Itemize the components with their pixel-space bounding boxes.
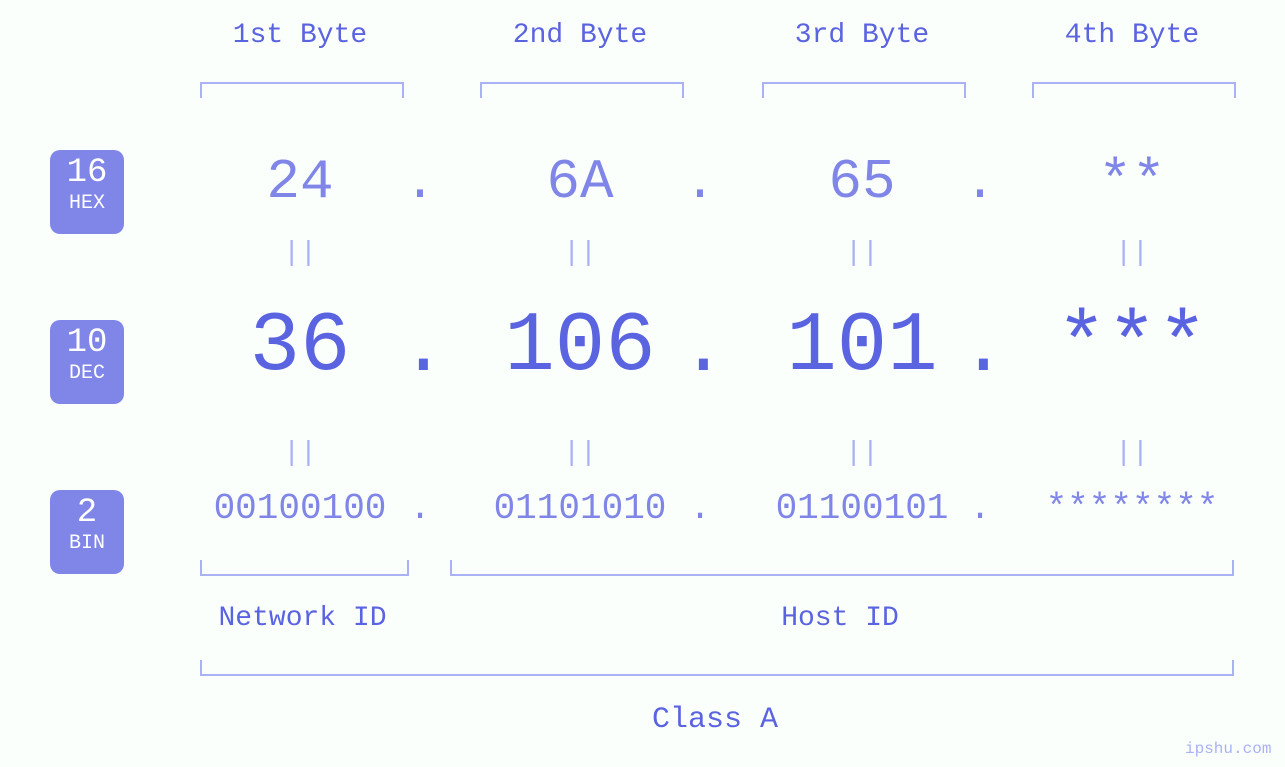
byte-header-text: 4th Byte: [1065, 20, 1199, 51]
dec-byte-1: 36: [170, 300, 430, 395]
hex-value: **: [1098, 150, 1165, 214]
hex-byte-1: 24: [180, 150, 420, 214]
dot-glyph: .: [680, 306, 727, 394]
equals-2-3: ||: [842, 438, 882, 469]
equals-glyph: ||: [283, 238, 317, 269]
bin-dot-3: .: [960, 488, 1000, 529]
bracket-top-2: [480, 82, 684, 98]
equals-1-2: ||: [560, 238, 600, 269]
bracket-network-id: [200, 560, 409, 576]
equals-1-4: ||: [1112, 238, 1152, 269]
equals-glyph: ||: [845, 438, 879, 469]
equals-glyph: ||: [283, 438, 317, 469]
equals-1-1: ||: [280, 238, 320, 269]
equals-1-3: ||: [842, 238, 882, 269]
dec-dot-2: .: [680, 306, 720, 394]
bin-byte-1: 00100100: [170, 488, 430, 529]
dot-glyph: .: [960, 306, 1007, 394]
bracket-top-1: [200, 82, 404, 98]
bin-byte-3: 01100101: [732, 488, 992, 529]
bin-dot-1: .: [400, 488, 440, 529]
hex-byte-3: 65: [742, 150, 982, 214]
equals-2-1: ||: [280, 438, 320, 469]
byte-header-text: 3rd Byte: [795, 20, 929, 51]
badge-lbl: HEX: [50, 192, 124, 215]
label-text: Class A: [652, 703, 778, 737]
bin-byte-4: ********: [1002, 488, 1262, 529]
equals-glyph: ||: [563, 438, 597, 469]
bin-value: 01100101: [776, 488, 949, 529]
badge-lbl: DEC: [50, 362, 124, 385]
hex-value: 24: [266, 150, 333, 214]
bin-value: 01101010: [494, 488, 667, 529]
dot-glyph: .: [400, 306, 447, 394]
bin-value: ********: [1046, 488, 1219, 529]
label-text: Network ID: [218, 603, 386, 634]
dot-glyph: .: [409, 488, 431, 529]
hex-value: 65: [828, 150, 895, 214]
dec-value: 36: [250, 300, 351, 395]
dot-glyph: .: [684, 154, 715, 213]
equals-glyph: ||: [1115, 438, 1149, 469]
hex-byte-4: **: [1012, 150, 1252, 214]
badge-num: 2: [50, 496, 124, 530]
dec-byte-3: 101: [732, 300, 992, 395]
dot-glyph: .: [689, 488, 711, 529]
equals-glyph: ||: [563, 238, 597, 269]
dot-glyph: .: [404, 154, 435, 213]
watermark: ipshu.com: [1185, 740, 1271, 758]
byte-header-4: 4th Byte: [1032, 20, 1232, 51]
equals-2-2: ||: [560, 438, 600, 469]
hex-dot-3: .: [960, 154, 1000, 213]
byte-header-2: 2nd Byte: [480, 20, 680, 51]
hex-dot-2: .: [680, 154, 720, 213]
badge-dec: 10 DEC: [50, 320, 124, 404]
label-host-id: Host ID: [450, 603, 1230, 634]
bracket-class: [200, 660, 1234, 676]
label-network-id: Network ID: [200, 603, 405, 634]
dec-byte-2: 106: [450, 300, 710, 395]
dot-glyph: .: [964, 154, 995, 213]
label-text: Host ID: [781, 603, 899, 634]
badge-bin: 2 BIN: [50, 490, 124, 574]
dec-dot-3: .: [960, 306, 1000, 394]
bracket-top-3: [762, 82, 966, 98]
badge-lbl: BIN: [50, 532, 124, 555]
dec-value: 106: [504, 300, 655, 395]
byte-header-text: 2nd Byte: [513, 20, 647, 51]
equals-glyph: ||: [845, 238, 879, 269]
bin-byte-2: 01101010: [450, 488, 710, 529]
dec-byte-4: ***: [1002, 300, 1262, 395]
label-class: Class A: [200, 703, 1230, 737]
dec-dot-1: .: [400, 306, 440, 394]
byte-header-1: 1st Byte: [200, 20, 400, 51]
dec-value: ***: [1056, 300, 1207, 395]
bracket-top-4: [1032, 82, 1236, 98]
equals-2-4: ||: [1112, 438, 1152, 469]
hex-dot-1: .: [400, 154, 440, 213]
bin-dot-2: .: [680, 488, 720, 529]
bin-value: 00100100: [214, 488, 387, 529]
bracket-host-id: [450, 560, 1234, 576]
badge-hex: 16 HEX: [50, 150, 124, 234]
byte-header-3: 3rd Byte: [762, 20, 962, 51]
hex-value: 6A: [546, 150, 613, 214]
dot-glyph: .: [969, 488, 991, 529]
watermark-text: ipshu.com: [1185, 740, 1271, 758]
hex-byte-2: 6A: [460, 150, 700, 214]
byte-header-text: 1st Byte: [233, 20, 367, 51]
dec-value: 101: [786, 300, 937, 395]
badge-num: 10: [50, 326, 124, 360]
equals-glyph: ||: [1115, 238, 1149, 269]
badge-num: 16: [50, 156, 124, 190]
